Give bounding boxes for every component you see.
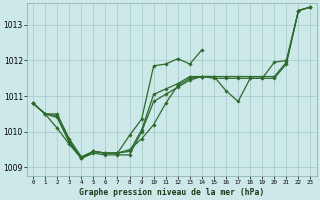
X-axis label: Graphe pression niveau de la mer (hPa): Graphe pression niveau de la mer (hPa)	[79, 188, 264, 197]
